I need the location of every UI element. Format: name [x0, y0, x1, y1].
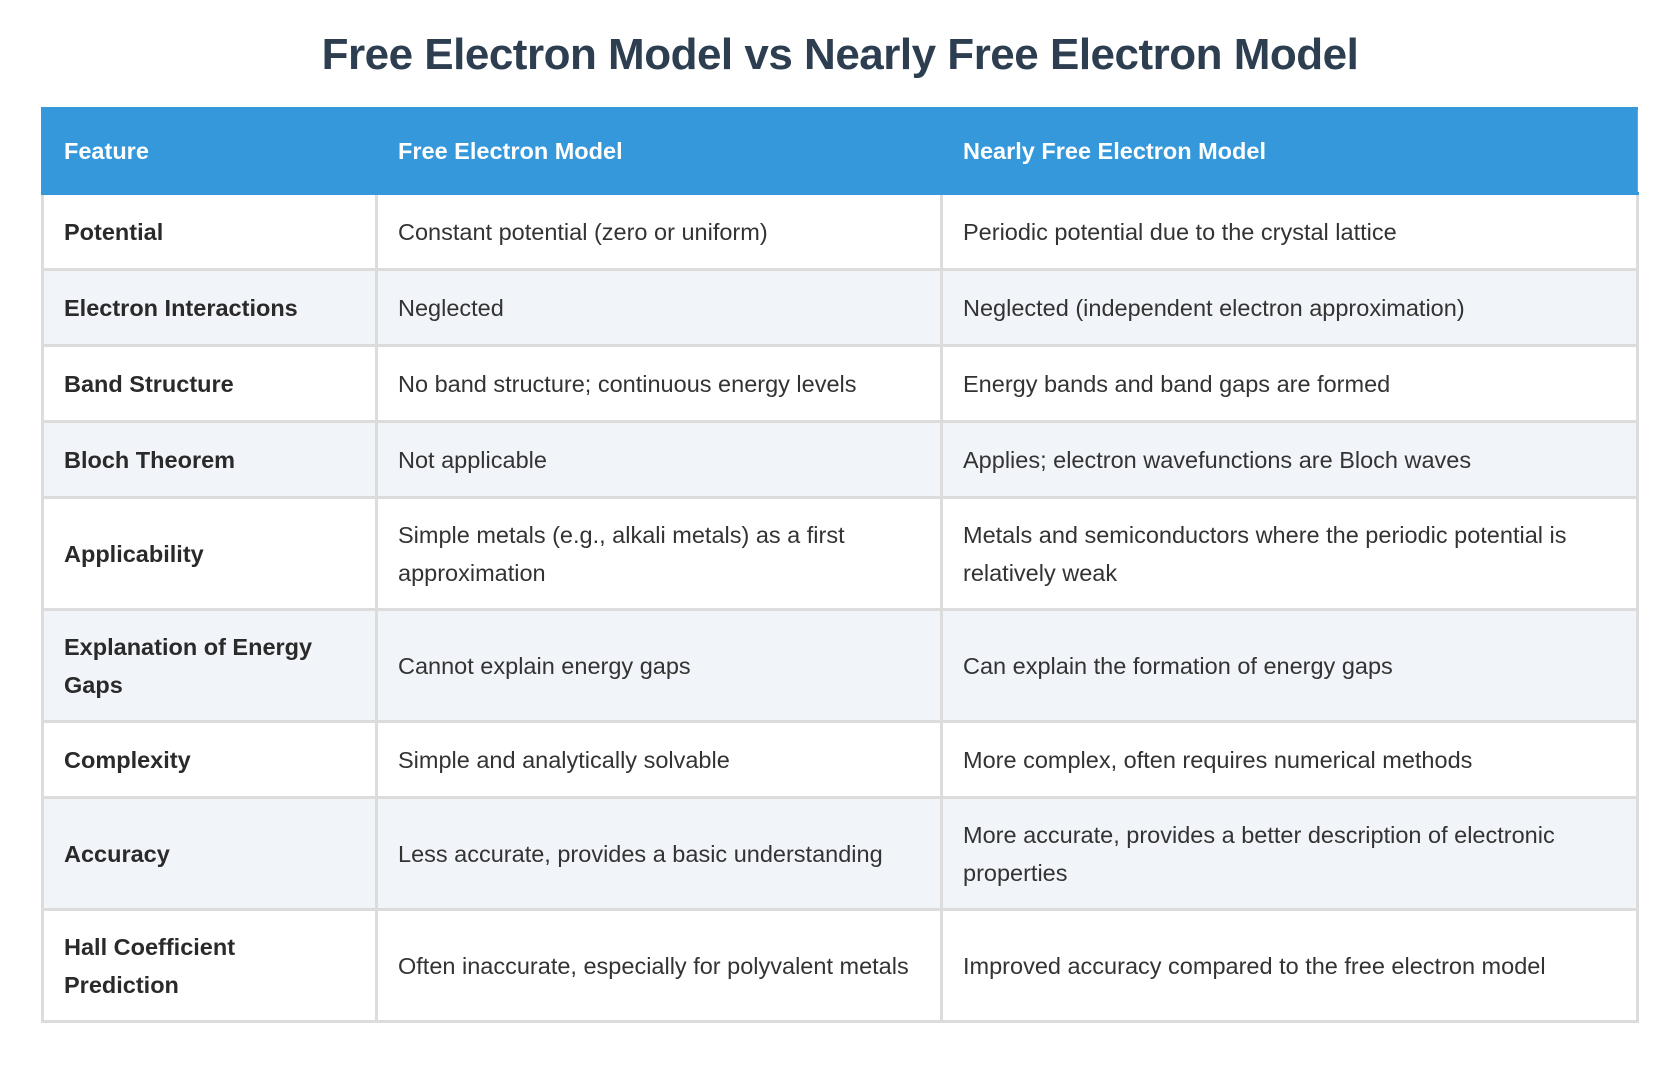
comparison-table: Feature Free Electron Model Nearly Free …: [41, 107, 1639, 1023]
header-free-electron: Free Electron Model: [375, 107, 942, 195]
cell-free-electron: Cannot explain energy gaps: [375, 608, 943, 723]
cell-nearly-free-electron: Improved accuracy compared to the free e…: [940, 908, 1639, 1023]
table-row: Band Structure No band structure; continu…: [41, 344, 1639, 423]
table-row: Hall Coefficient Prediction Often inaccur…: [41, 908, 1639, 1023]
cell-nearly-free-electron: Metals and semiconductors where the peri…: [940, 496, 1639, 611]
header-row: Feature Free Electron Model Nearly Free …: [41, 107, 1638, 195]
cell-free-electron: Simple metals (e.g., alkali metals) as a…: [375, 496, 943, 611]
table-row: Explanation of Energy Gaps Cannot explain…: [41, 608, 1639, 723]
cell-free-electron: Less accurate, provides a basic understa…: [375, 796, 943, 911]
cell-feature: Band Structure: [41, 344, 378, 423]
table-row: Bloch Theorem Not applicable Applies; elec…: [41, 420, 1639, 499]
header-feature: Feature: [41, 107, 377, 195]
table-row: Electron Interactions Neglected Neglected …: [41, 268, 1639, 347]
page-title: Free Electron Model vs Nearly Free Elect…: [321, 30, 1359, 79]
table-row: Accuracy Less accurate, provides a basic …: [41, 796, 1639, 911]
cell-feature: Accuracy: [41, 796, 378, 911]
cell-feature: Explanation of Energy Gaps: [41, 608, 378, 723]
cell-nearly-free-electron: More accurate, provides a better descrip…: [940, 796, 1639, 911]
cell-feature: Potential: [41, 192, 378, 271]
cell-free-electron: Simple and analytically solvable: [375, 720, 943, 799]
table-row: Potential Constant potential (zero or uni…: [41, 192, 1639, 271]
cell-nearly-free-electron: Applies; electron wavefunctions are Bloc…: [940, 420, 1639, 499]
cell-nearly-free-electron: Energy bands and band gaps are formed: [940, 344, 1639, 423]
cell-feature: Complexity: [41, 720, 378, 799]
cell-free-electron: Not applicable: [375, 420, 943, 499]
cell-nearly-free-electron: Periodic potential due to the crystal la…: [940, 192, 1639, 271]
cell-free-electron: Constant potential (zero or uniform): [375, 192, 943, 271]
header-nearly-free-electron: Nearly Free Electron Model: [940, 107, 1638, 195]
cell-free-electron: Neglected: [375, 268, 943, 347]
cell-free-electron: No band structure; continuous energy lev…: [375, 344, 943, 423]
cell-nearly-free-electron: More complex, often requires numerical m…: [940, 720, 1639, 799]
table-row: Applicability Simple metals (e.g., alkali…: [41, 496, 1639, 611]
table-row: Complexity Simple and analytically solvab…: [41, 720, 1639, 799]
cell-nearly-free-electron: Neglected (independent electron approxim…: [940, 268, 1639, 347]
cell-feature: Hall Coefficient Prediction: [41, 908, 378, 1023]
cell-feature: Applicability: [41, 496, 378, 611]
cell-feature: Electron Interactions: [41, 268, 378, 347]
cell-free-electron: Often inaccurate, especially for polyval…: [375, 908, 943, 1023]
cell-nearly-free-electron: Can explain the formation of energy gaps: [940, 608, 1639, 723]
cell-feature: Bloch Theorem: [41, 420, 378, 499]
